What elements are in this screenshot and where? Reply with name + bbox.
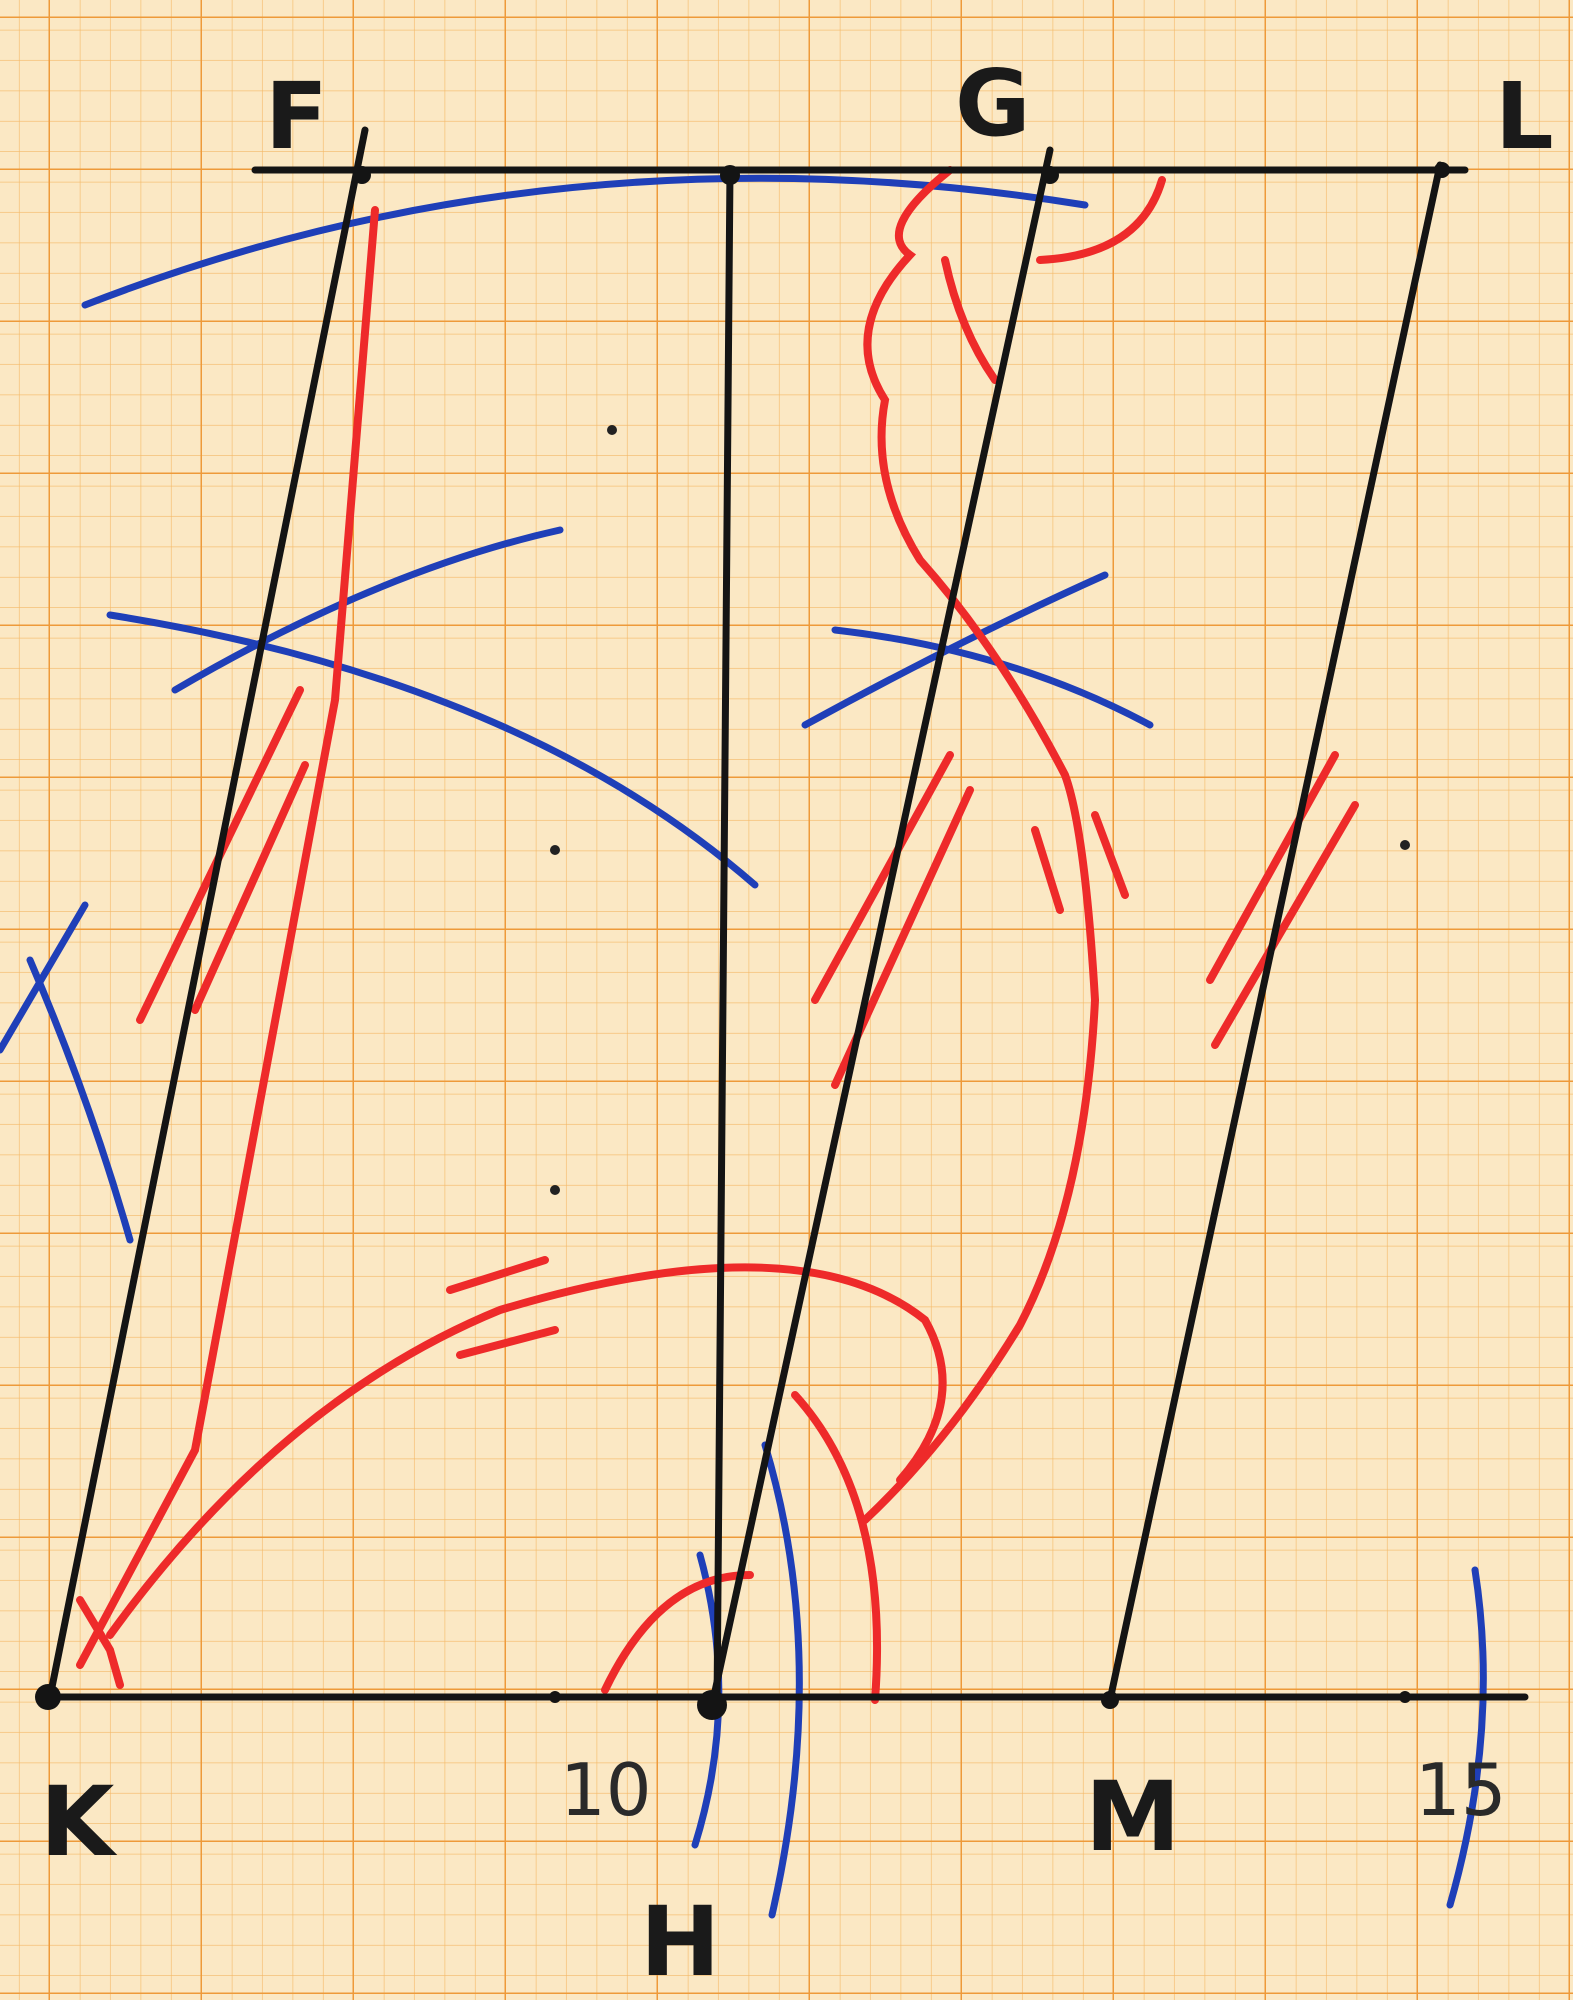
arc-right-1: [801, 571, 1109, 729]
segment-gh: [708, 146, 1054, 1709]
dot-top-mid: [720, 165, 740, 185]
arc-left-lower: [106, 611, 759, 889]
label-l: L: [1495, 63, 1554, 170]
arc-edge-1: [0, 901, 89, 1054]
vertex-dots: [35, 162, 1450, 1720]
dot-g: [1041, 166, 1059, 184]
axis-tick-10: 10: [560, 1748, 652, 1832]
red-line-left-edge: [76, 206, 379, 1669]
dot-f: [353, 166, 371, 184]
red-big-arc: [106, 1263, 947, 1639]
label-f: F: [265, 63, 328, 170]
tick-right-2: [1211, 801, 1359, 1049]
segment-vertical-h: [713, 166, 734, 1709]
arc-bottom-right: [1446, 1566, 1487, 1909]
arc-edge-2: [26, 956, 134, 1244]
dot-15: [1399, 1691, 1411, 1703]
red-arc-top-right: [1036, 176, 1166, 264]
segment-fk: [46, 126, 369, 1701]
tick-mid-3: [1031, 826, 1064, 914]
dot-l: [1434, 162, 1450, 178]
red-arc-top-inner: [941, 256, 999, 384]
black-lines: [36, 126, 1529, 1709]
dot-k: [35, 1684, 61, 1710]
label-m: M: [1085, 1761, 1181, 1873]
red-arc-h: [601, 1571, 754, 1694]
segment-lm: [1106, 161, 1444, 1704]
red-arc-k: [76, 1596, 124, 1689]
arc-bottom-2: [761, 1441, 803, 1919]
label-g: G: [955, 50, 1031, 157]
tick-right-1: [1206, 751, 1339, 984]
tick-left-2: [191, 761, 309, 1014]
red-arc-h-right: [791, 1391, 881, 1704]
tick-big-arc-1: [446, 1256, 549, 1294]
tick-mid-1: [811, 751, 954, 1004]
dot-10: [549, 1691, 561, 1703]
label-k: K: [40, 1766, 118, 1878]
tick-big-arc-2: [456, 1326, 559, 1359]
arc-left-upper: [171, 526, 564, 694]
dot-h: [697, 1690, 727, 1720]
axis-tick-15: 15: [1415, 1748, 1507, 1832]
dot-m: [1101, 1691, 1119, 1709]
red-curve-top: [861, 166, 1100, 1524]
label-h: H: [640, 1886, 720, 1998]
tick-mid-4: [1091, 811, 1129, 899]
